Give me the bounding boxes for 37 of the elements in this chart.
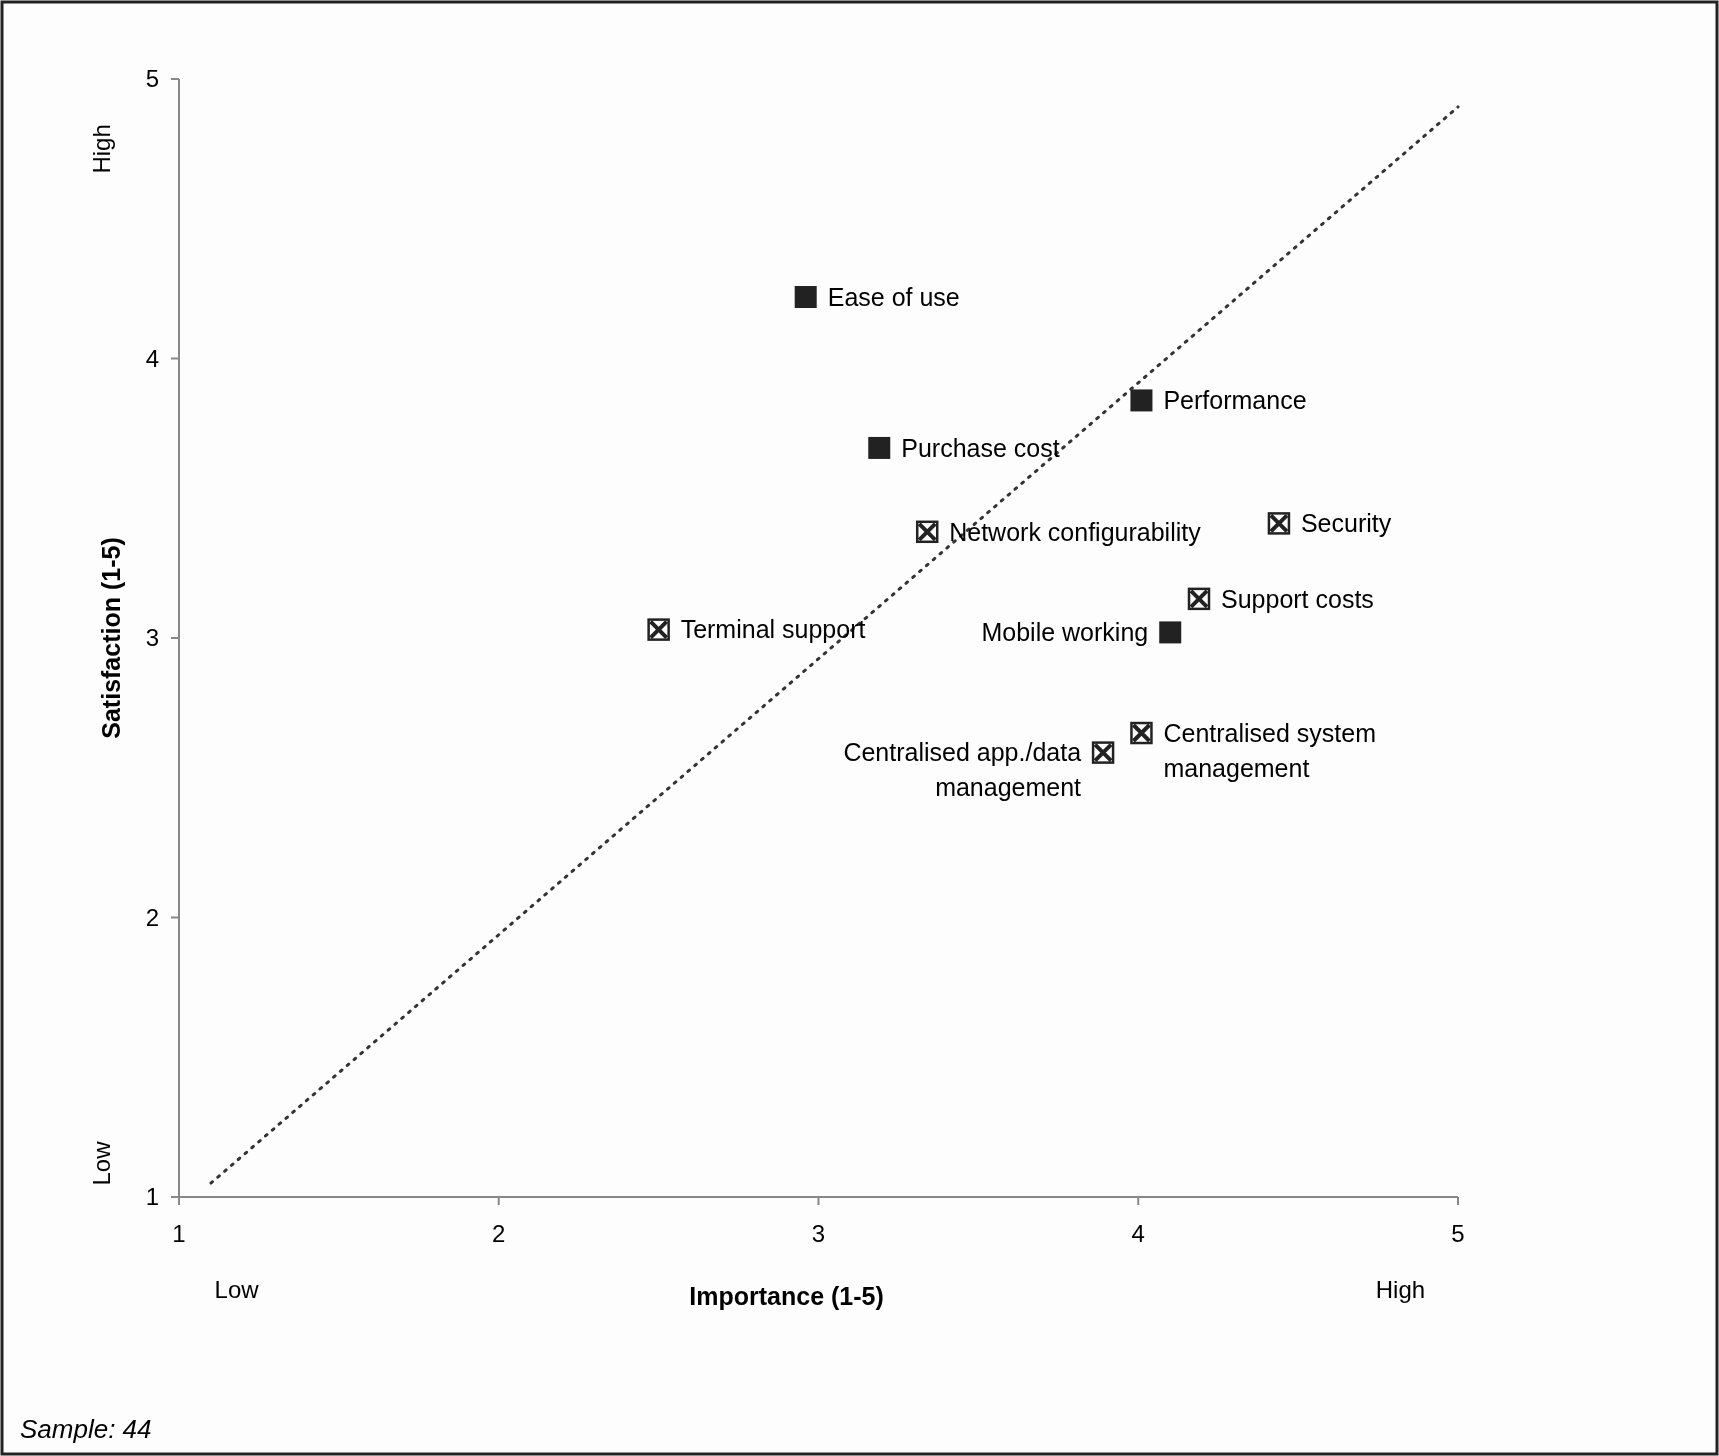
x-tick-label: 3 [811,1220,826,1247]
text: Low [214,1276,260,1303]
point [1091,741,1115,764]
text: High [88,124,115,174]
annotation: Support costs [1221,584,1374,613]
y-tick-label: 5 [145,65,159,93]
x-tick-label: 4 [1131,1220,1145,1247]
annotation: Performance [1163,386,1307,415]
annotation: Terminal support [680,615,866,644]
annotation: Security [1300,509,1392,538]
annotation: Centralised app./data management [843,738,1082,802]
y-tick-label: 1 [145,1183,159,1211]
y-tick-label: 2 [145,903,159,931]
y-tick-label: 4 [145,344,159,372]
y-axis-title: Satisfaction (1-5) [97,537,125,739]
point [1130,389,1153,412]
x-tick-label: 5 [1451,1220,1465,1247]
point [1159,621,1182,644]
point [647,618,670,641]
annotation: Network configurability [949,517,1202,546]
text: Low [88,1140,115,1186]
x-axis-title: Importance (1-5) [689,1282,884,1310]
text: High [1375,1276,1426,1303]
y-tick-label: 3 [145,624,159,652]
annotation: Purchase cost [901,433,1060,462]
point [794,286,817,309]
point [1187,587,1211,611]
point [1267,512,1291,535]
text: Sample: 44 [20,1414,152,1444]
point [915,520,939,544]
point [1130,721,1153,745]
x-tick-label: 1 [172,1220,186,1247]
point [868,436,891,459]
x-tick-label: 2 [492,1220,506,1247]
annotation: Mobile working [981,618,1149,647]
annotation: Centralised system management [1163,718,1377,782]
annotation: Ease of use [827,282,960,311]
